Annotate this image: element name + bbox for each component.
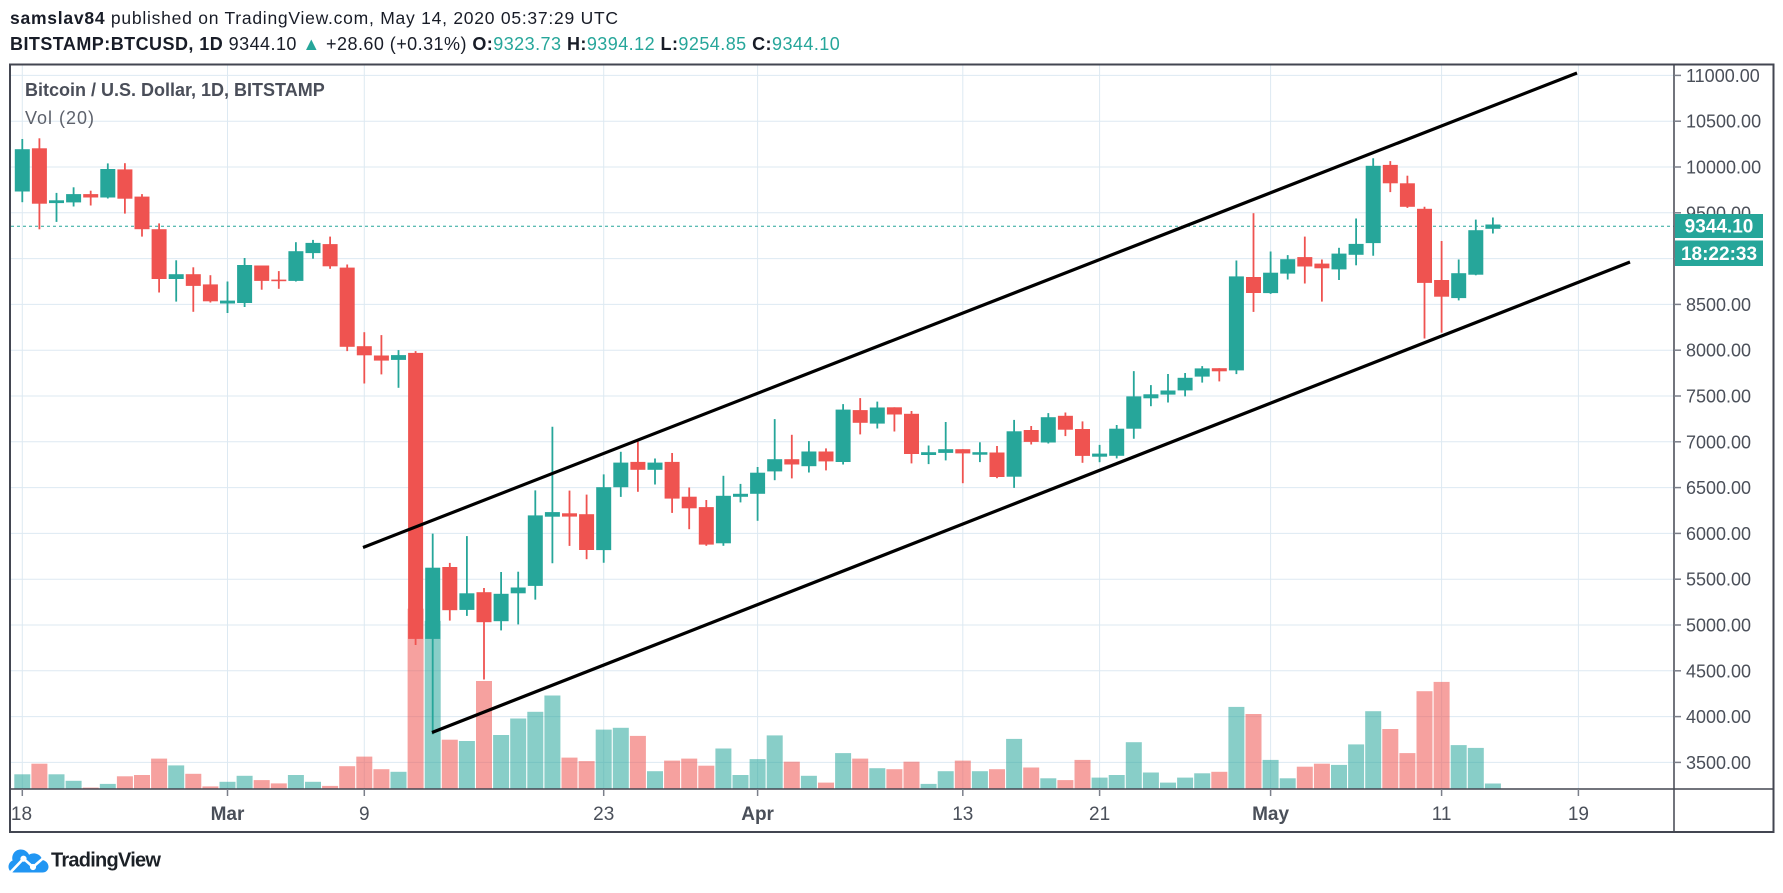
- svg-text:9: 9: [359, 804, 370, 825]
- svg-text:Vol (20): Vol (20): [25, 108, 95, 128]
- svg-text:6000.00: 6000.00: [1686, 524, 1751, 544]
- svg-text:19: 19: [1568, 804, 1589, 825]
- svg-text:Mar: Mar: [211, 804, 245, 825]
- svg-text:4500.00: 4500.00: [1686, 661, 1751, 681]
- svg-text:TradingView: TradingView: [51, 850, 161, 872]
- svg-text:Bitcoin / U.S. Dollar, 1D, BIT: Bitcoin / U.S. Dollar, 1D, BITSTAMP: [25, 80, 325, 100]
- svg-text:7000.00: 7000.00: [1686, 432, 1751, 452]
- svg-text:10000.00: 10000.00: [1686, 158, 1761, 178]
- svg-text:11: 11: [1432, 804, 1452, 825]
- svg-text:8500.00: 8500.00: [1686, 295, 1751, 315]
- svg-text:23: 23: [593, 804, 614, 825]
- svg-text:Apr: Apr: [741, 804, 774, 825]
- svg-text:4000.00: 4000.00: [1686, 707, 1751, 727]
- svg-text:3500.00: 3500.00: [1686, 753, 1751, 773]
- svg-text:May: May: [1252, 804, 1289, 825]
- svg-text:7500.00: 7500.00: [1686, 387, 1751, 407]
- svg-text:5000.00: 5000.00: [1686, 616, 1751, 636]
- svg-text:21: 21: [1089, 804, 1110, 825]
- svg-text:8000.00: 8000.00: [1686, 341, 1751, 361]
- svg-text:5500.00: 5500.00: [1686, 570, 1751, 590]
- svg-text:samslav84 published on Trading: samslav84 published on TradingView.com, …: [10, 8, 619, 28]
- svg-text:13: 13: [952, 804, 973, 825]
- svg-text:BITSTAMP:BTCUSD, 1D 9344.10 ▲: BITSTAMP:BTCUSD, 1D 9344.10 ▲ +28.60 (+0…: [10, 34, 840, 54]
- svg-text:6500.00: 6500.00: [1686, 478, 1751, 498]
- svg-text:10500.00: 10500.00: [1686, 112, 1761, 132]
- svg-text:18: 18: [11, 804, 32, 825]
- svg-text:9344.10: 9344.10: [1685, 217, 1754, 238]
- svg-text:11000.00: 11000.00: [1686, 66, 1760, 86]
- svg-text:18:22:33: 18:22:33: [1681, 244, 1757, 265]
